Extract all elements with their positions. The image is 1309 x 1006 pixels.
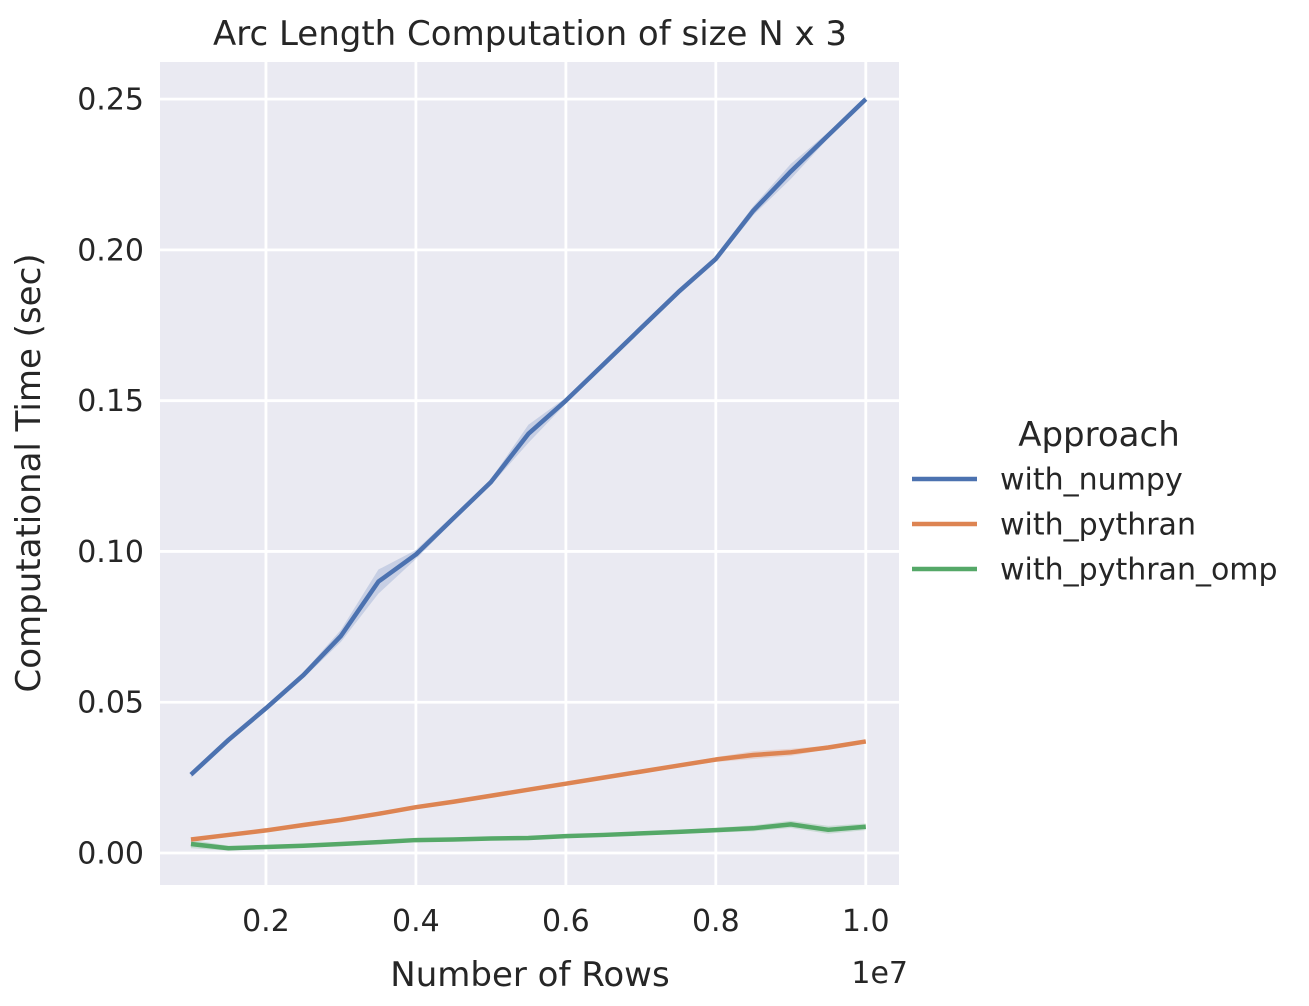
series-line-with_pythran_omp xyxy=(190,822,866,851)
legend-label-with_pythran: with_pythran xyxy=(1000,508,1196,543)
y-axis-label: Computational Time (sec) xyxy=(9,253,49,692)
y-tick-label-0.05: 0.05 xyxy=(77,686,144,721)
y-tick-label-0.10: 0.10 xyxy=(77,535,144,570)
y-tick-label-0.15: 0.15 xyxy=(77,384,144,419)
x-tick-label-0.2: 0.2 xyxy=(242,904,290,939)
x-axis-offset-label: 1e7 xyxy=(851,956,908,991)
plot-area xyxy=(160,62,899,885)
x-tick-label-0.6: 0.6 xyxy=(542,904,590,939)
series-line-with_numpy xyxy=(189,97,868,777)
x-tick-label-0.8: 0.8 xyxy=(692,904,740,939)
x-tick-labels: 0.2 0.4 0.6 0.8 1.0 xyxy=(242,904,890,939)
x-tick-label-1.0: 1.0 xyxy=(842,904,890,939)
x-tick-label-0.4: 0.4 xyxy=(392,904,440,939)
y-tick-labels: 0.00 0.05 0.10 0.15 0.20 0.25 xyxy=(77,83,144,872)
y-tick-label-0.20: 0.20 xyxy=(77,233,144,268)
legend-label-with_pythran_omp: with_pythran_omp xyxy=(1000,553,1278,588)
chart-title: Arc Length Computation of size N x 3 xyxy=(213,14,847,54)
series-line-with_pythran xyxy=(190,739,867,842)
x-axis-label: Number of Rows xyxy=(390,955,669,995)
legend-title: Approach xyxy=(1018,415,1180,455)
y-tick-label-0.25: 0.25 xyxy=(77,83,144,118)
legend-label-with_numpy: with_numpy xyxy=(1000,463,1183,498)
y-tick-label-0.00: 0.00 xyxy=(77,837,144,872)
legend: Approach with_numpy with_pythran with_pyth… xyxy=(912,415,1278,588)
gridlines xyxy=(160,62,899,885)
series-lines xyxy=(189,97,868,851)
